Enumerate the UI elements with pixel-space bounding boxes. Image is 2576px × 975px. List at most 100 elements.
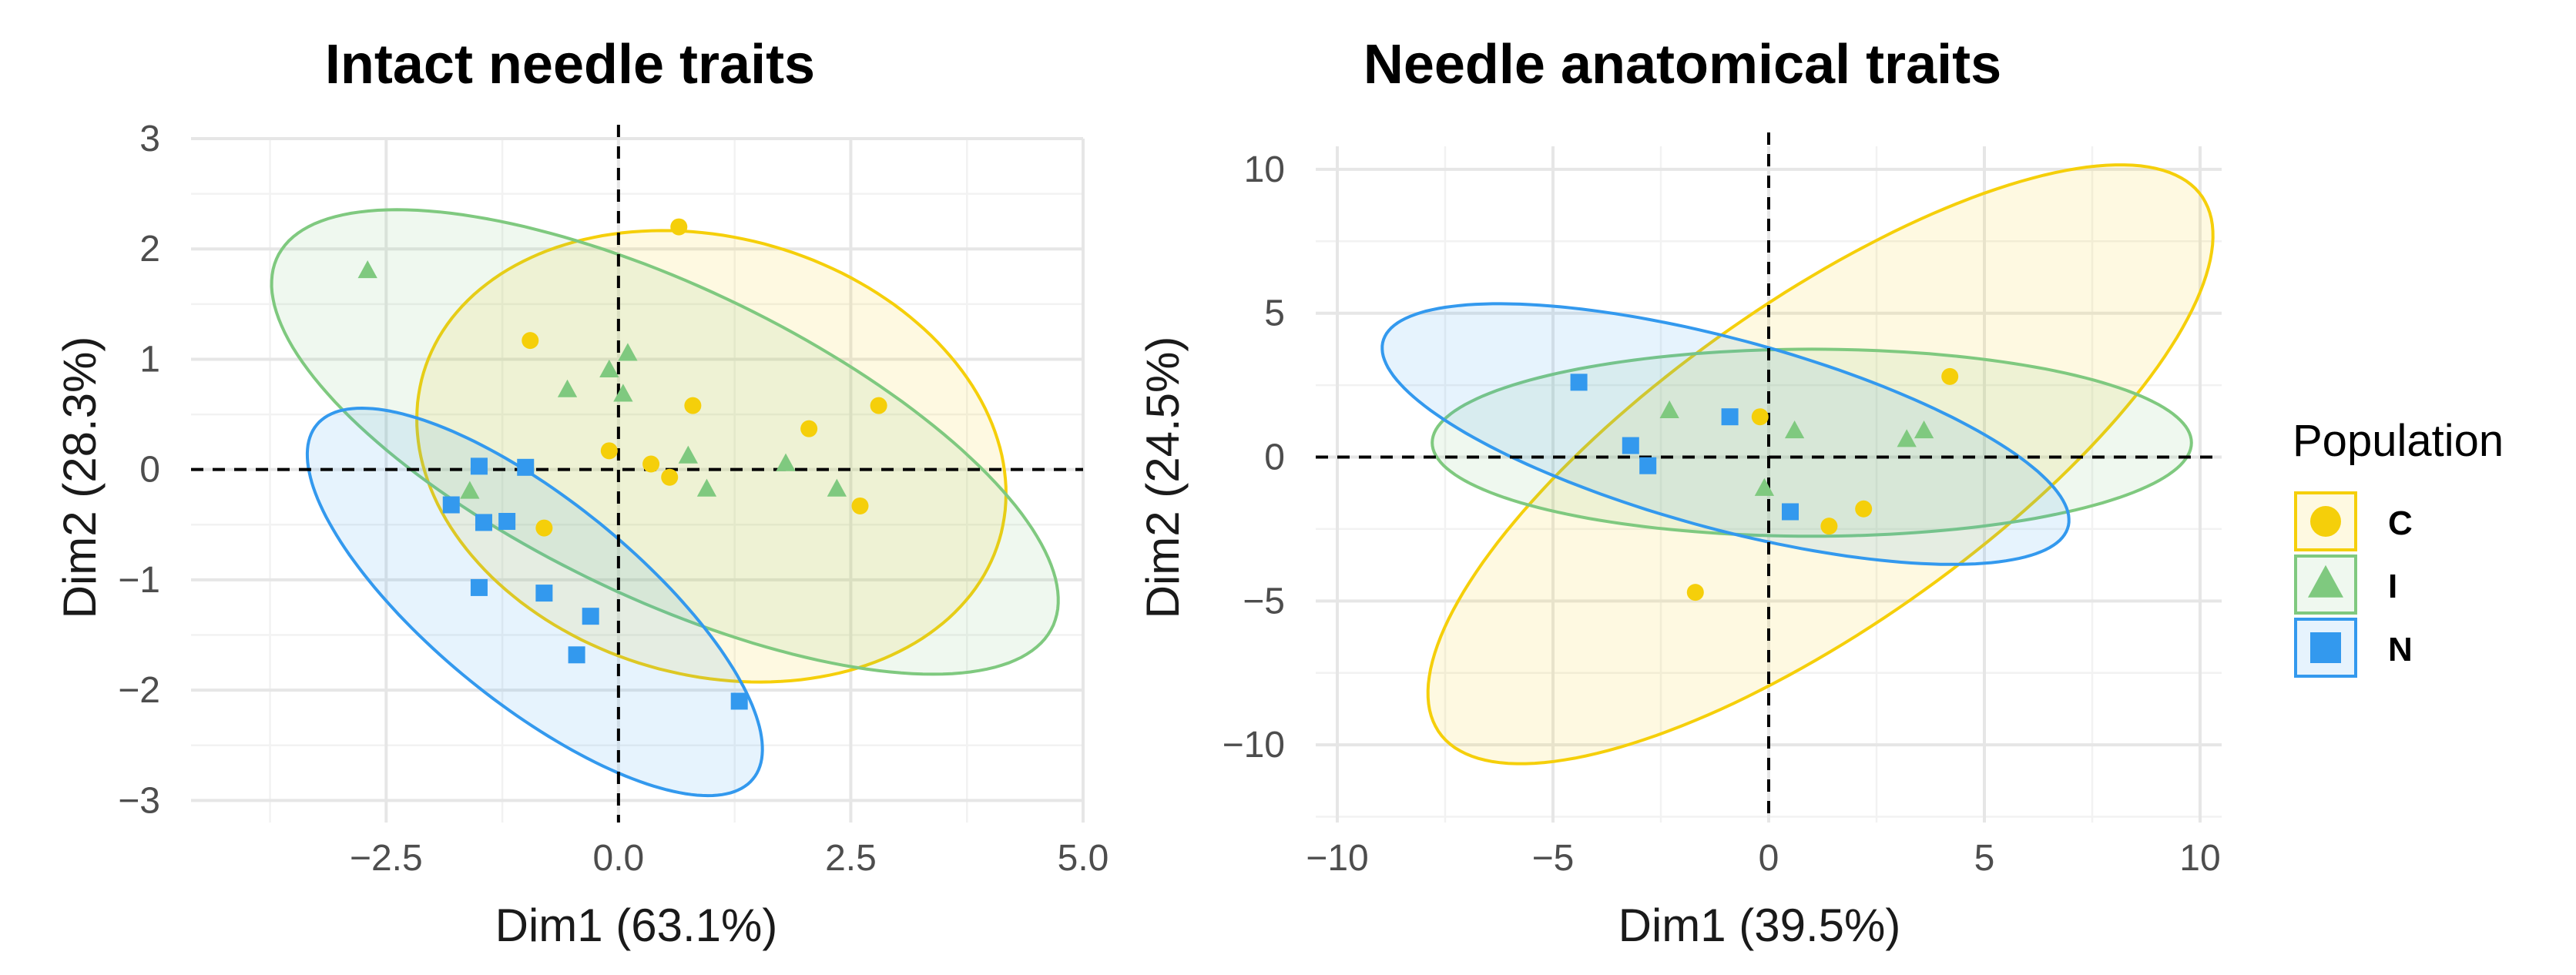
legend-item-I: I bbox=[2294, 555, 2397, 615]
x-tick-labels-anatomical: −10 −5 0 5 10 bbox=[1306, 838, 2220, 879]
legend-marker-C bbox=[2310, 506, 2341, 537]
data-point-I bbox=[678, 445, 698, 464]
y-tick-label: 0 bbox=[139, 450, 160, 491]
data-point-I bbox=[1754, 477, 1775, 496]
legend-marker-N bbox=[2310, 632, 2341, 663]
data-point-C bbox=[684, 397, 702, 414]
y-tick-label: 1 bbox=[139, 339, 160, 380]
data-point-I bbox=[1659, 400, 1679, 418]
legend-label-C: C bbox=[2388, 504, 2413, 542]
plot-grid-intact bbox=[191, 137, 1085, 823]
data-point-I bbox=[776, 453, 796, 471]
y-tick-label: 2 bbox=[139, 229, 160, 270]
x-tick-label: 2.5 bbox=[825, 838, 877, 879]
data-point-C bbox=[1941, 367, 1959, 385]
y-tick-label: −3 bbox=[118, 780, 160, 821]
legend-label-N: N bbox=[2388, 631, 2413, 668]
y-tick-label: −2 bbox=[118, 670, 160, 711]
confidence-ellipse-C bbox=[1426, 163, 2215, 766]
confidence-ellipses-anatomical bbox=[1380, 163, 2215, 766]
data-point-C bbox=[870, 397, 887, 414]
legend-marker-I bbox=[2308, 565, 2343, 598]
data-point-C bbox=[1855, 500, 1873, 518]
y-tick-label: 0 bbox=[1264, 437, 1285, 478]
data-points-anatomical bbox=[1570, 367, 1959, 601]
x-tick-label: 5.0 bbox=[1058, 838, 1109, 879]
x-tick-label: 5 bbox=[1974, 838, 1995, 879]
data-point-C bbox=[535, 519, 553, 537]
x-tick-label: 0 bbox=[1759, 838, 1779, 879]
data-point-C bbox=[1820, 518, 1838, 535]
data-point-C bbox=[1751, 408, 1769, 426]
data-point-N bbox=[470, 457, 488, 475]
y-tick-labels-intact: −3 −2 −1 0 1 2 3 bbox=[118, 119, 160, 821]
data-point-N bbox=[1639, 457, 1657, 474]
y-tick-label: 3 bbox=[139, 119, 160, 159]
data-point-C bbox=[670, 218, 688, 236]
panel-needle-anatomical-traits: Needle anatomical traits −10 −5 0 5 10 −10 −5… bbox=[1137, 34, 2222, 951]
x-tick-label: −10 bbox=[1306, 838, 1368, 879]
data-point-N bbox=[1570, 374, 1588, 391]
data-point-I bbox=[618, 343, 638, 361]
data-point-I bbox=[613, 384, 633, 402]
y-tick-label: 5 bbox=[1264, 293, 1285, 334]
legend-label-I: I bbox=[2388, 568, 2397, 605]
x-tick-label: 10 bbox=[2179, 838, 2220, 879]
data-point-N bbox=[568, 646, 585, 664]
data-point-N bbox=[517, 458, 535, 476]
data-point-C bbox=[1686, 584, 1704, 601]
panel-intact-needle-traits: Intact needle traits −2.5 0.0 2.5 5.0 −3−2−… bbox=[54, 34, 1109, 951]
confidence-ellipse-I bbox=[270, 208, 1060, 676]
legend-item-C: C bbox=[2294, 491, 2413, 551]
y-axis-label-anatomical: Dim2 (24.5%) bbox=[1137, 337, 1189, 619]
x-tick-labels-intact: −2.5 0.0 2.5 5.0 bbox=[350, 838, 1109, 879]
data-point-N bbox=[470, 578, 488, 596]
data-point-N bbox=[475, 514, 492, 531]
confidence-ellipse-N bbox=[305, 406, 764, 798]
data-point-N bbox=[1782, 503, 1799, 521]
data-point-I bbox=[1784, 420, 1805, 439]
x-axis-label-intact: Dim1 (63.1%) bbox=[495, 900, 778, 951]
x-tick-label: 0.0 bbox=[593, 838, 645, 879]
y-tick-label: −5 bbox=[1243, 581, 1285, 622]
data-point-I bbox=[599, 359, 619, 378]
legend-title: Population bbox=[2293, 416, 2504, 466]
data-point-C bbox=[851, 497, 869, 514]
y-tick-labels-anatomical: −10 −5 0 5 10 bbox=[1223, 149, 1285, 766]
y-tick-label: −10 bbox=[1223, 725, 1285, 766]
data-point-I bbox=[1897, 429, 1917, 447]
panel-title-anatomical: Needle anatomical traits bbox=[1363, 34, 2001, 95]
zero-reference-lines-intact bbox=[191, 125, 1083, 823]
data-point-I bbox=[1914, 420, 1934, 439]
data-point-I bbox=[696, 478, 717, 497]
data-point-N bbox=[535, 585, 553, 602]
x-axis-label-anatomical: Dim1 (39.5%) bbox=[1618, 900, 1901, 951]
data-point-C bbox=[642, 455, 660, 473]
data-point-I bbox=[460, 481, 480, 499]
y-tick-label: −1 bbox=[118, 560, 160, 601]
data-point-N bbox=[442, 496, 460, 514]
legend-item-N: N bbox=[2294, 618, 2413, 678]
zero-reference-lines-anatomical bbox=[1316, 132, 2222, 823]
confidence-ellipse-C bbox=[415, 229, 1008, 684]
legend-items: CIN bbox=[2294, 491, 2413, 678]
data-point-N bbox=[498, 512, 516, 530]
x-tick-label: −2.5 bbox=[350, 838, 423, 879]
data-point-I bbox=[357, 260, 377, 279]
data-point-C bbox=[800, 420, 818, 437]
data-point-C bbox=[661, 468, 679, 486]
confidence-ellipses-intact bbox=[270, 208, 1060, 798]
legend: Population CIN bbox=[2293, 416, 2504, 678]
data-point-N bbox=[1622, 437, 1639, 454]
confidence-ellipse-I bbox=[1431, 347, 2193, 538]
data-point-I bbox=[827, 478, 847, 497]
y-axis-label-intact: Dim2 (28.3%) bbox=[54, 337, 106, 619]
confidence-ellipse-N bbox=[1380, 302, 2071, 566]
y-tick-label: 10 bbox=[1244, 149, 1285, 190]
data-point-N bbox=[1721, 408, 1739, 426]
x-tick-label: −5 bbox=[1532, 838, 1575, 879]
data-point-C bbox=[600, 442, 618, 460]
data-point-N bbox=[730, 692, 748, 710]
data-point-I bbox=[557, 379, 578, 397]
